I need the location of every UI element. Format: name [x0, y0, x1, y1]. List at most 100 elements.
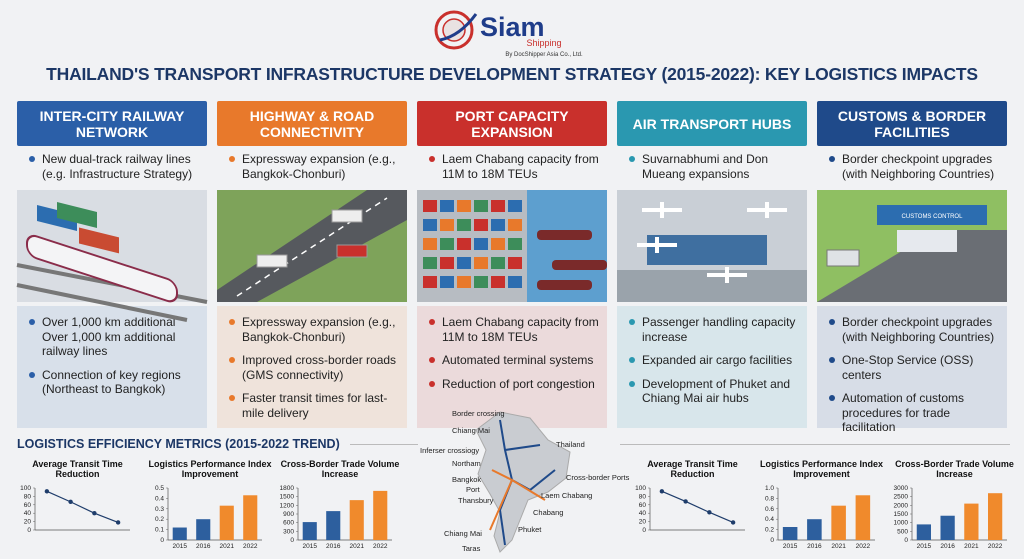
map-label: Taras [462, 544, 481, 553]
x-tick-label: 2016 [326, 543, 341, 550]
bullet-dot [629, 319, 635, 325]
container [57, 201, 97, 228]
bullet: Automated terminal systems [429, 353, 599, 368]
bullet-dot [429, 357, 435, 363]
bar [916, 524, 931, 540]
map-label: Chiang Mai [452, 426, 490, 435]
plane [707, 267, 747, 283]
y-tick-label: 60 [24, 502, 32, 509]
map-label: Cross-border Ports [566, 473, 630, 482]
bullet-dot [829, 357, 835, 363]
logo-swoosh [439, 13, 478, 42]
y-tick-label: 0.5 [155, 485, 164, 492]
bullet: One-Stop Service (OSS) centers [829, 353, 999, 382]
y-tick-label: 900 [283, 511, 294, 518]
y-tick-label: 300 [283, 528, 294, 535]
plane [642, 202, 682, 218]
container-stack [457, 219, 471, 231]
bar [172, 527, 187, 540]
bullet-dot [429, 319, 435, 325]
container-stack [423, 257, 437, 269]
point [730, 520, 736, 525]
bar [326, 511, 341, 540]
y-tick-label: 20 [639, 519, 647, 526]
point [707, 510, 712, 515]
bar [940, 515, 955, 540]
y-tick-label: 0.6 [765, 506, 774, 513]
container-stack [457, 238, 471, 250]
container-stack [440, 238, 454, 250]
y-tick-label: 0 [770, 537, 774, 544]
container-stack [474, 200, 488, 212]
bar [988, 493, 1003, 540]
container-stack [440, 276, 454, 288]
y-tick-label: 40 [639, 510, 647, 517]
map-label: Phuket [518, 525, 542, 534]
y-tick-label: 1.0 [765, 485, 774, 492]
column-header: INTER-CITY RAILWAY NETWORK [17, 101, 207, 146]
tagline: By DocShipper Asia Co., Ltd. [505, 52, 583, 58]
bullet-dot [229, 319, 235, 325]
map-label: Chabang [533, 508, 563, 517]
container-stack [423, 219, 437, 231]
bullet-text: Reduction of port congestion [442, 376, 595, 391]
bar [243, 495, 258, 540]
y-tick-label: 0.2 [765, 527, 774, 534]
container-stack [491, 238, 505, 250]
bullet-text: One-Stop Service (OSS) centers [842, 353, 974, 382]
container-stack [491, 257, 505, 269]
container-stack [474, 238, 488, 250]
container-stack [440, 200, 454, 212]
map-label: Thailand [556, 440, 585, 449]
y-tick-label: 100 [635, 485, 646, 492]
bar [831, 505, 846, 540]
x-tick-label: 2015 [303, 543, 318, 550]
top-bullets: Expressway expansion (e.g., Bangkok-Chon… [229, 152, 405, 188]
checkpoint [877, 205, 987, 225]
route [489, 469, 546, 531]
y-tick-label: 500 [897, 528, 908, 535]
point [115, 520, 121, 525]
bullet-text: Passenger handling capacity increase [642, 315, 796, 344]
map-label: Border crossing [452, 409, 505, 418]
point [659, 489, 665, 494]
map-label: Port [466, 485, 481, 494]
plane [637, 237, 677, 253]
x-tick-label: 2016 [196, 543, 211, 550]
y-tick-label: 1500 [280, 494, 295, 501]
brand-sub: Shipping [526, 38, 561, 48]
bullet: Reduction of port congestion [429, 377, 599, 392]
y-tick-label: 0.8 [765, 495, 774, 502]
bullet-text: Expressway expansion (e.g., Bangkok-Chon… [242, 315, 396, 344]
container [79, 227, 119, 254]
bar [373, 490, 388, 540]
x-tick-label: 2015 [173, 543, 188, 550]
bullet: Laem Chabang capacity from 11M to 18M TE… [429, 315, 599, 344]
chart: 0 0.1 0.2 0.3 0.4 0.5 2015 2016 2021 2022 [155, 485, 262, 550]
road [817, 230, 1007, 302]
bar [807, 519, 822, 540]
bullet-dot [829, 156, 835, 162]
container-stack [474, 219, 488, 231]
map-label: Chiang Mai [444, 529, 482, 538]
ship [552, 260, 607, 270]
y-tick-label: 0.4 [155, 495, 164, 502]
point [92, 511, 97, 516]
x-tick-label: 2021 [964, 543, 979, 550]
bullet: Suvarnabhumi and Don Mueang expansions [629, 152, 805, 181]
y-tick-label: 1800 [280, 485, 295, 492]
column-header: HIGHWAY & ROAD CONNECTIVITY [217, 101, 407, 146]
bar [196, 519, 211, 540]
x-tick-label: 2016 [807, 543, 822, 550]
bullet: Expressway expansion (e.g., Bangkok-Chon… [229, 315, 399, 344]
bullet-text: Laem Chabang capacity from 11M to 18M TE… [442, 315, 599, 344]
container-stack [423, 200, 437, 212]
column-illustration: CUSTOMS CONTROL [817, 190, 1007, 302]
bottom-panel: Border checkpoint upgrades (with Neighbo… [817, 306, 1007, 434]
chart-title: Average Transit Time Reduction [647, 459, 738, 479]
container-stack [440, 257, 454, 269]
y-tick-label: 0 [904, 537, 908, 544]
separator [350, 444, 418, 445]
y-tick-label: 0.1 [155, 527, 164, 534]
